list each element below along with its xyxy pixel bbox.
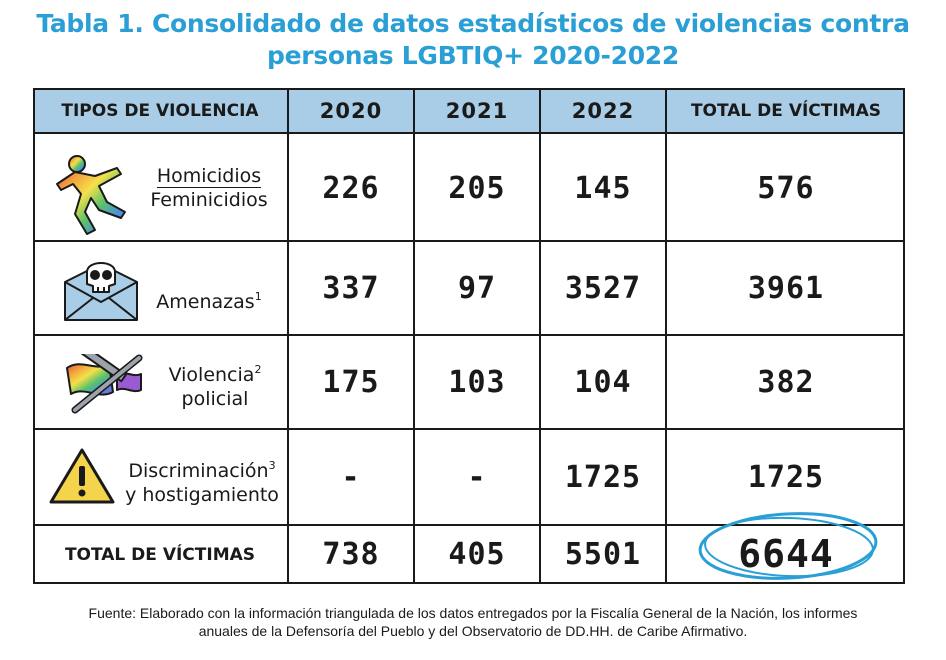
row-divider — [33, 334, 905, 336]
cell-total: 576 — [757, 170, 815, 206]
footnote-marker: 1 — [254, 290, 262, 303]
title-line-2: personas LGBTIQ+ 2020-2022 — [267, 41, 679, 70]
total-2022: 5501 — [564, 536, 642, 572]
rainbow-flag-baton-icon — [62, 354, 143, 414]
row-label-homicidios: Homicidios Feminicidios — [139, 164, 279, 212]
label-policial: policial — [181, 388, 249, 410]
cell-total: 382 — [757, 364, 815, 400]
highlight-circle — [698, 512, 878, 580]
row-divider — [33, 240, 905, 242]
body-outline-icon — [56, 155, 126, 235]
header-2020: 2020 — [319, 99, 383, 123]
label-feminicidios: Feminicidios — [150, 189, 268, 211]
footnote-marker: 2 — [254, 363, 262, 376]
label-hostigamiento: y hostigamiento — [125, 484, 279, 506]
title-line-1: Tabla 1. Consolidado de datos estadístic… — [36, 9, 910, 38]
label-discriminacion: Discriminación — [128, 460, 269, 482]
footnote-marker: 3 — [268, 459, 276, 472]
cell-2020: 337 — [322, 270, 380, 306]
row-divider — [33, 524, 905, 526]
warning-triangle-icon — [49, 448, 115, 504]
row-label-discriminacion: Discriminación3 y hostigamiento — [117, 454, 287, 507]
cell-2021: 205 — [448, 170, 506, 206]
cell-2022: 145 — [574, 170, 632, 206]
skull-envelope-icon — [64, 262, 138, 321]
source-line-2: anuales de la Defensoría del Pueblo y de… — [198, 623, 748, 639]
cell-total: 3961 — [747, 270, 825, 306]
total-2020: 738 — [322, 536, 380, 572]
row-divider — [33, 428, 905, 430]
header-total: TOTAL DE VÍCTIMAS — [690, 101, 882, 121]
row-label-amenazas: Amenazas1 — [139, 274, 279, 320]
label-violencia: Violencia — [168, 364, 255, 386]
header-2022: 2022 — [571, 99, 635, 123]
cell-2020: 175 — [322, 364, 380, 400]
source-note: Fuente: Elaborado con la información tri… — [10, 604, 936, 640]
cell-2020: - — [341, 459, 361, 495]
source-line-1: Fuente: Elaborado con la información tri… — [88, 605, 858, 621]
table-title: Tabla 1. Consolidado de datos estadístic… — [0, 8, 946, 72]
column-divider — [413, 88, 415, 584]
column-divider — [287, 88, 289, 584]
total-2021: 405 — [448, 536, 506, 572]
totals-label: TOTAL DE VÍCTIMAS — [64, 545, 256, 565]
label-amenazas: Amenazas — [156, 291, 255, 313]
column-divider — [539, 88, 541, 584]
label-homicidios: Homicidios — [156, 165, 262, 188]
row-label-violencia: Violencia2 policial — [145, 358, 285, 411]
cell-2021: - — [467, 459, 487, 495]
grand-total: 6644 — [738, 532, 834, 576]
cell-total: 1725 — [747, 459, 825, 495]
cell-2020: 226 — [322, 170, 380, 206]
cell-2021: 103 — [448, 364, 506, 400]
header-2021: 2021 — [445, 99, 509, 123]
cell-2022: 104 — [574, 364, 632, 400]
cell-2022: 1725 — [564, 459, 642, 495]
violence-table: TIPOS DE VIOLENCIA 2020 2021 2022 TOTAL … — [33, 88, 905, 584]
header-tipos: TIPOS DE VIOLENCIA — [61, 101, 259, 121]
table-border — [33, 88, 905, 584]
column-divider — [665, 88, 667, 584]
cell-2022: 3527 — [564, 270, 642, 306]
header-band — [33, 88, 905, 134]
cell-2021: 97 — [457, 270, 497, 306]
